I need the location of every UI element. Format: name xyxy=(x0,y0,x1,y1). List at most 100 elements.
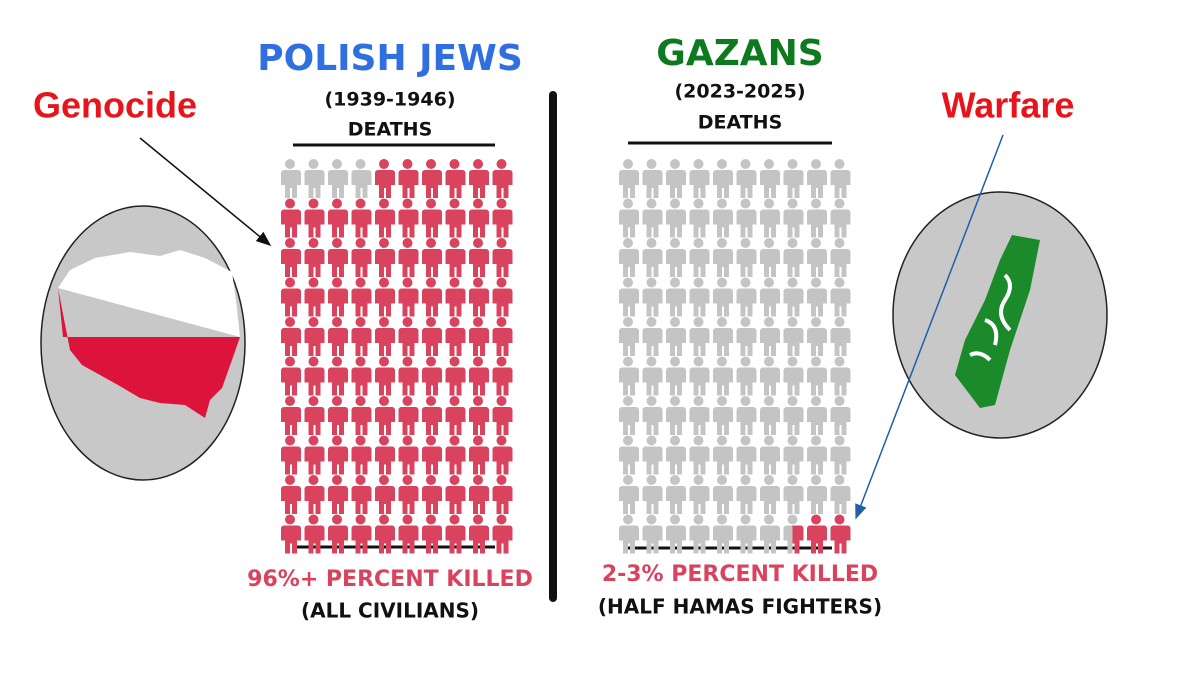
icon-body xyxy=(783,209,804,238)
icon-highlight xyxy=(375,288,395,317)
icon-highlight xyxy=(469,209,489,238)
icon-highlight xyxy=(398,486,419,514)
icon-head xyxy=(670,317,680,327)
person-icon xyxy=(689,396,710,435)
icon-body xyxy=(783,446,804,475)
icon-body xyxy=(619,328,639,356)
person-icon xyxy=(492,238,513,277)
person-icon xyxy=(398,475,419,514)
icon-body xyxy=(666,407,686,435)
icon-body xyxy=(807,328,827,356)
panel-note: (ALL CIVILIANS) xyxy=(301,599,479,623)
person-icon xyxy=(492,514,513,554)
icon-highlight xyxy=(351,446,372,475)
person-icon xyxy=(619,238,639,277)
person-icon xyxy=(642,317,663,356)
icon-body xyxy=(689,209,710,238)
icon-head xyxy=(449,396,460,406)
icon-head xyxy=(740,356,751,367)
icon-body xyxy=(807,288,827,317)
person-icon xyxy=(736,198,757,238)
icon-head xyxy=(308,356,319,367)
icon-head xyxy=(379,356,389,367)
icon-highlight xyxy=(807,525,827,554)
icon-head xyxy=(740,435,751,446)
icon-head xyxy=(787,396,798,406)
icon-highlight xyxy=(492,525,513,554)
icon-head xyxy=(670,514,680,525)
icon-head xyxy=(740,396,751,406)
icon-head xyxy=(623,317,633,327)
icon-head xyxy=(449,238,460,248)
icon-highlight xyxy=(469,328,489,356)
icon-body xyxy=(783,367,804,396)
person-icon xyxy=(713,514,733,554)
icon-body xyxy=(666,525,686,554)
icon-head xyxy=(646,238,657,248)
person-icon xyxy=(281,475,301,514)
decoration xyxy=(40,91,1108,602)
icon-head xyxy=(717,475,727,485)
side-label: Genocide xyxy=(33,85,197,126)
icon-highlight xyxy=(281,446,301,475)
person-icon xyxy=(398,356,419,396)
icon-highlight xyxy=(304,407,325,435)
icon-head xyxy=(646,475,657,485)
icon-head xyxy=(693,356,704,367)
person-icon xyxy=(492,198,513,238)
icon-highlight xyxy=(281,209,301,238)
icon-head xyxy=(834,198,845,209)
icon-highlight xyxy=(830,525,851,554)
icon-body xyxy=(642,446,663,475)
icon-body xyxy=(713,367,733,396)
icon-head xyxy=(496,475,507,485)
person-icon xyxy=(666,317,686,356)
icon-body xyxy=(689,328,710,356)
icon-highlight xyxy=(351,209,372,238)
icon-body xyxy=(830,367,851,396)
person-icon xyxy=(422,356,442,396)
icon-head xyxy=(449,475,460,485)
person-icon xyxy=(830,159,851,198)
icon-highlight xyxy=(492,249,513,277)
icon-body xyxy=(807,367,827,396)
icon-head xyxy=(834,238,845,248)
icon-highlight xyxy=(445,446,466,475)
icon-head xyxy=(496,356,507,367)
icon-highlight xyxy=(375,328,395,356)
icon-head xyxy=(332,435,342,446)
icon-body xyxy=(642,209,663,238)
person-icon xyxy=(281,317,301,356)
person-icon xyxy=(666,159,686,198)
icon-body xyxy=(736,407,757,435)
person-icon xyxy=(445,198,466,238)
icon-highlight xyxy=(281,288,301,317)
icon-head xyxy=(426,317,436,327)
person-icon xyxy=(760,317,780,356)
icon-head xyxy=(787,514,798,525)
icon-body xyxy=(736,249,757,277)
icon-highlight xyxy=(422,249,442,277)
person-icon xyxy=(642,475,663,514)
icon-body xyxy=(783,407,804,435)
panel-heading: DEATHS xyxy=(348,119,433,141)
icon-head xyxy=(473,356,483,367)
icon-highlight xyxy=(469,288,489,317)
person-icon xyxy=(642,396,663,435)
icon-head xyxy=(787,238,798,248)
icon-highlight xyxy=(469,367,489,396)
panel-period: (1939-1946) xyxy=(324,89,455,111)
icon-body xyxy=(830,446,851,475)
person-icon xyxy=(445,396,466,435)
icon-body xyxy=(666,486,686,514)
icon-head xyxy=(740,475,751,485)
icon-highlight xyxy=(492,328,513,356)
icon-highlight xyxy=(445,328,466,356)
icon-head xyxy=(402,198,413,209)
icon-body xyxy=(666,328,686,356)
icon-head xyxy=(402,514,413,525)
person-icon xyxy=(760,475,780,514)
person-icon xyxy=(760,277,780,317)
person-icon xyxy=(398,238,419,277)
